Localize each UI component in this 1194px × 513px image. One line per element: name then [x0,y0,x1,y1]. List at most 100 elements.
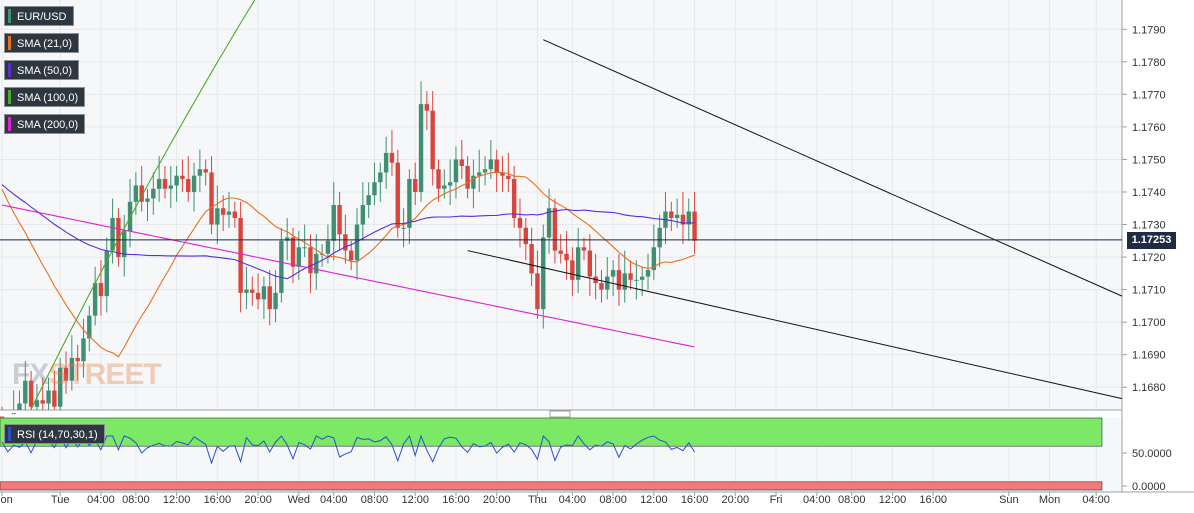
candle-body [674,214,680,219]
candle-body [407,178,412,228]
legend-item-3[interactable]: SMA (100,0) [4,87,86,107]
time-tick-label: Thu [528,494,547,506]
candle-body [156,178,162,189]
time-tick-label: 04:00 [1082,494,1110,506]
candle-body [488,159,494,170]
candle-body [34,400,40,407]
price-tick-label: 1.1760 [1132,122,1166,134]
price-tick-label: 1.1740 [1132,187,1166,199]
time-tick-label: 04:00 [803,494,831,506]
candle-body [279,240,284,293]
time-tick-label: 08:00 [361,494,389,506]
candle-body [418,104,424,192]
rsi-legend[interactable]: RSI (14,70,30,1) [4,424,105,444]
legend-label: SMA (21,0) [17,38,73,50]
candle-body [145,198,150,202]
candle-body [383,152,389,173]
candle-body [17,403,22,410]
candle-body [139,185,144,202]
candle-body [686,211,691,225]
candle-body [442,185,447,189]
time-tick-label: 12:00 [401,494,429,506]
sma-line-100 [30,0,256,410]
candle-body [459,159,464,166]
candle-body [302,247,307,249]
candle-body [360,205,366,225]
candle-body [209,172,214,225]
candle-body [28,380,34,407]
legend-label: SMA (50,0) [17,65,73,77]
candle-body [511,178,517,219]
legend-item-1[interactable]: SMA (21,0) [4,33,80,53]
candle-body [413,178,418,192]
rsi-tick-label: 0.0000 [1132,481,1166,493]
legend-label: SMA (200,0) [17,119,79,131]
rsi-line [1,434,696,465]
time-tick-label: 16:00 [204,494,232,506]
candle-body [651,247,657,271]
legend-swatch [8,90,11,104]
candle-body [162,178,168,189]
candle-body [605,276,610,290]
candle-body [174,175,179,186]
candle-body [267,286,272,310]
candle-body [471,175,476,189]
candle-body [436,169,441,189]
legend-item-0[interactable]: EUR/USD [4,6,74,26]
time-tick-label: 12:00 [879,494,907,506]
candle-body [546,208,552,238]
candle-body [337,205,342,235]
rsi-legend-label: RSI (14,70,30,1) [17,429,98,441]
candle-body [186,178,191,192]
time-tick-label: 16:00 [919,494,947,506]
price-tick-label: 1.1770 [1132,89,1166,101]
candle-body [523,227,528,245]
rsi-swatch [8,427,11,441]
candle-body [98,283,104,297]
legend-label: EUR/USD [17,11,67,23]
sma-line-21 [1,171,695,358]
candle-body [325,240,331,254]
time-tick-label: 20:00 [244,494,272,506]
time-tick-label: 16:00 [442,494,470,506]
candle-body [69,357,75,381]
candle-body [628,273,633,280]
time-tick-label: 12:00 [163,494,191,506]
candle-body [255,292,261,300]
price-tick-label: 1.1710 [1132,285,1166,297]
candle-body [389,152,395,163]
candle-body [506,175,511,179]
price-tick-label: 1.1700 [1132,317,1166,329]
legend-item-2[interactable]: SMA (50,0) [4,60,80,80]
candle-body [354,224,360,261]
candle-body [477,172,482,176]
candle-body [366,195,371,205]
time-tick-label: 16:00 [681,494,709,506]
time-tick-label: 08:00 [122,494,150,506]
time-tick-label: Mon [1039,494,1060,506]
candle-body [133,185,139,202]
candle-body [296,247,302,267]
candle-body [657,227,662,248]
candle-body [645,270,651,277]
candle-body [401,227,406,229]
candle-body [215,208,220,225]
candle-body [517,218,523,228]
candle-body [430,110,435,170]
candle-body [447,182,453,186]
candle-body [640,276,645,280]
time-tick-label: Wed [288,494,310,506]
rsi-overbought-zone [0,417,1103,447]
candle-body [616,270,622,290]
candle-body [58,367,63,407]
candle-body [273,292,278,310]
candle-body [395,162,400,228]
candle-body [250,289,255,293]
price-tick-label: 1.1690 [1132,350,1166,362]
candle-body [87,315,92,339]
legend-item-4[interactable]: SMA (200,0) [4,114,86,134]
candle-body [343,234,348,251]
time-tick-label: 12:00 [640,494,668,506]
candle-body [692,211,697,241]
